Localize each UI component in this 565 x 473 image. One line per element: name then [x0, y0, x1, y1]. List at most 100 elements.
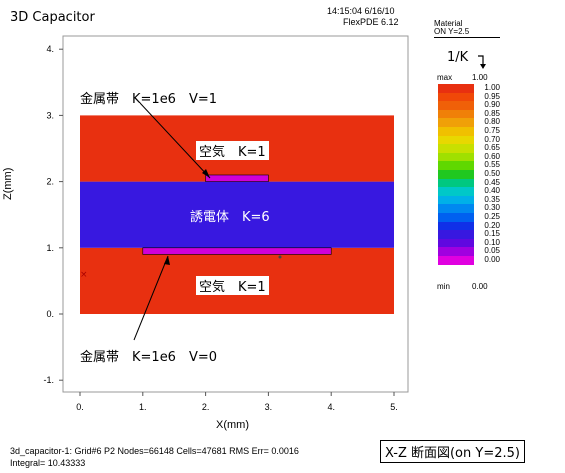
section-label: X-Z 断面図(on Y=2.5): [380, 440, 525, 463]
app-title: 3D Capacitor: [10, 10, 95, 25]
legend-value: 0.80: [484, 117, 500, 127]
legend-row: 0.05: [438, 246, 500, 257]
legend-value: 0.90: [484, 100, 500, 110]
leader-line-bottom: [133, 255, 169, 341]
y-tick-label: -1.: [43, 375, 54, 385]
x-tick-label: 3.: [265, 402, 273, 412]
legend-value: 0.15: [484, 229, 500, 239]
legend-value: 0.45: [484, 177, 500, 187]
legend-swatch: [438, 84, 474, 94]
legend-value: 0.10: [484, 237, 500, 247]
legend-value: 0.85: [484, 108, 500, 118]
legend-divider: [434, 37, 500, 38]
annotation-air-bottom: 空気 K=1: [196, 276, 269, 295]
legend-min-value: 0.00: [472, 282, 488, 291]
annotation-air-top: 空気 K=1: [196, 141, 269, 160]
x-axis: 0. 1. 2. 3. 4. 5.: [76, 392, 398, 412]
annotation-metal-top: 金属帯 K=1e6 V=1: [80, 92, 218, 107]
region-metal-top: [205, 174, 269, 182]
legend-row: 0.85: [438, 108, 500, 119]
x-tick-label: 4.: [327, 402, 335, 412]
legend-value: 0.95: [484, 91, 500, 101]
y-axis-label: Z(mm): [2, 167, 14, 200]
legend-arrow-icon: [478, 55, 486, 69]
legend-swatch: [438, 221, 474, 231]
legend-swatch: [438, 161, 474, 171]
legend-row: 0.55: [438, 160, 500, 171]
leader-line-top: [139, 102, 211, 179]
region-metal-bottom: [142, 247, 332, 255]
legend-row: 0.50: [438, 169, 500, 180]
legend-row: 0.40: [438, 186, 500, 197]
legend-value: 0.50: [484, 169, 500, 178]
legend-value: 0.70: [484, 134, 500, 144]
legend-row: 0.95: [438, 91, 500, 102]
legend-row: 0.80: [438, 117, 500, 128]
legend-row: 0.90: [438, 100, 500, 111]
y-tick-label: 2.: [46, 177, 54, 187]
legend-value: 0.65: [484, 143, 500, 153]
leader-arrow-top: [202, 169, 210, 178]
legend-value: 0.55: [484, 160, 500, 170]
legend-value: 0.25: [484, 212, 500, 221]
legend-row: 0.60: [438, 151, 500, 162]
footer-stats: 3d_capacitor-1: Grid#6 P2 Nodes=66148 Ce…: [10, 446, 299, 456]
legend-swatch: [438, 152, 474, 162]
legend-row: 0.65: [438, 143, 500, 154]
y-tick-label: 3.: [46, 110, 54, 120]
legend-value: 0.05: [484, 246, 500, 256]
legend-max-label: max: [437, 73, 453, 82]
y-axis: -1. 0. 1. 2. 3. 4.: [43, 44, 63, 385]
legend-row: 0.25: [438, 212, 500, 223]
legend-value: 0.30: [484, 203, 500, 213]
legend-variable: 1/K: [447, 50, 469, 65]
legend-max-value: 1.00: [472, 73, 488, 82]
legend-row: 0.00: [438, 255, 500, 266]
legend-swatch: [438, 92, 474, 102]
legend-row: 0.45: [438, 177, 500, 188]
timestamp: 14:15:04 6/16/10: [327, 6, 395, 16]
legend-value: 0.40: [484, 186, 500, 196]
legend-row: 1.00: [438, 83, 500, 94]
legend-row: 0.30: [438, 203, 500, 214]
legend-swatch: [438, 195, 474, 205]
legend-value: 0.35: [484, 194, 500, 204]
x-tick-label: 1.: [139, 402, 147, 412]
x-tick-label: 0.: [76, 402, 84, 412]
x-axis-label: X(mm): [216, 419, 249, 431]
x-tick-label: 2.: [202, 402, 210, 412]
annotation-dielectric: 誘電体 K=6: [190, 210, 270, 225]
legend-swatch: [438, 127, 474, 137]
legend-row: 0.15: [438, 229, 500, 240]
legend-swatch: [438, 135, 474, 145]
y-tick-label: 4.: [46, 44, 54, 54]
legend-swatch: [438, 118, 474, 128]
leader-arrow-bottom: [164, 256, 170, 265]
legend-value: 0.60: [484, 151, 500, 161]
legend-header: Material: [434, 19, 463, 28]
y-tick-label: 1.: [46, 243, 54, 253]
footer-integral: Integral= 10.43333: [10, 458, 86, 468]
legend-swatch: [438, 204, 474, 214]
legend-swatch: [438, 109, 474, 119]
legend-value: 0.20: [484, 220, 500, 230]
x-tick-label: 5.: [390, 402, 398, 412]
legend-swatch: [438, 213, 474, 223]
legend-row: 0.75: [438, 126, 500, 137]
legend-min-label: min: [437, 282, 450, 291]
legend-swatch: [438, 256, 474, 266]
y-tick-label: 0.: [46, 309, 54, 319]
legend-swatch: [438, 170, 474, 180]
region-dielectric: [80, 181, 394, 248]
marker-cross: ×: [80, 270, 88, 280]
legend-row: 0.10: [438, 237, 500, 248]
legend-value: 1.00: [484, 83, 500, 92]
legend-swatch: [438, 101, 474, 111]
version-label: FlexPDE 6.12: [343, 17, 399, 27]
marker-dot: [278, 255, 282, 259]
legend-subheader: ON Y=2.5: [434, 27, 470, 36]
legend-value: 0.00: [484, 255, 500, 264]
legend-row: 0.35: [438, 194, 500, 205]
legend-swatch: [438, 144, 474, 154]
legend-swatch: [438, 247, 474, 257]
